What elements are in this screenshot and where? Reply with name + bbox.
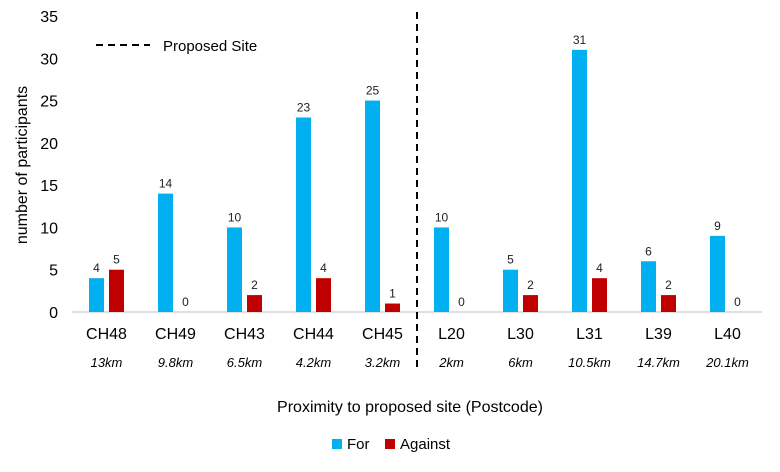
bar-for (572, 49, 587, 312)
x-tick-label: CH45 (362, 326, 403, 343)
x-axis-title: Proximity to proposed site (Postcode) (277, 399, 543, 416)
bar-for (641, 261, 656, 312)
distance-label: 14.7km (637, 355, 680, 370)
x-tick-label: L20 (438, 326, 465, 343)
legend: For Against (332, 436, 451, 453)
y-tick-label: 5 (49, 263, 58, 280)
y-axis-title: number of participants (14, 86, 31, 244)
x-tick-label: L40 (714, 326, 741, 343)
data-label-for: 25 (366, 84, 380, 98)
data-label-against: 0 (182, 295, 189, 309)
y-tick-label: 35 (40, 9, 58, 26)
x-tick-label: CH48 (86, 326, 127, 343)
bar-against (523, 295, 538, 312)
data-label-for: 5 (507, 253, 514, 267)
distance-label: 3.2km (365, 355, 401, 370)
distance-label: 20.1km (705, 355, 749, 370)
bar-against (109, 269, 124, 312)
y-tick-label: 15 (40, 178, 58, 195)
data-label-for: 31 (573, 33, 587, 47)
data-label-against: 1 (389, 287, 396, 301)
y-tick-label: 30 (40, 51, 58, 68)
bars (89, 49, 725, 312)
data-label-for: 9 (714, 219, 721, 233)
bar-for (89, 278, 104, 312)
x-tick-label: L39 (645, 326, 672, 343)
data-label-against: 2 (527, 278, 534, 292)
divider-legend-label: Proposed Site (163, 38, 257, 55)
bar-for (434, 227, 449, 312)
bar-for (503, 269, 518, 312)
x-tick-label: L31 (576, 326, 603, 343)
y-tick-label: 10 (40, 220, 58, 237)
bar-against (592, 278, 607, 312)
distance-label: 4.2km (296, 355, 332, 370)
bar-for (710, 235, 725, 312)
y-tick-label: 25 (40, 94, 58, 111)
data-label-for: 23 (297, 100, 311, 114)
distance-label: 6km (508, 355, 533, 370)
y-axis-ticks: 0 5 10 15 20 25 30 35 (40, 9, 58, 322)
bar-for (227, 227, 242, 312)
distance-label: 9.8km (158, 355, 194, 370)
bar-for (365, 100, 380, 312)
data-label-against: 4 (596, 261, 603, 275)
x-tick-label: CH43 (224, 326, 265, 343)
divider-legend: Proposed Site (96, 38, 257, 55)
data-label-for: 10 (435, 210, 449, 224)
data-label-for: 14 (159, 177, 173, 191)
bar-for (158, 193, 173, 312)
x-tick-label: L30 (507, 326, 534, 343)
legend-swatch-for (332, 439, 342, 449)
data-label-against: 0 (458, 295, 465, 309)
bar-for (296, 117, 311, 312)
x-axis-distance-labels: 13km 9.8km 6.5km 4.2km 3.2km 2km 6km 10.5km 14.7… (91, 355, 749, 370)
data-label-for: 10 (228, 210, 242, 224)
distance-label: 13km (91, 355, 123, 370)
distance-label: 6.5km (227, 355, 263, 370)
y-tick-label: 20 (40, 136, 58, 153)
bar-against (247, 295, 262, 312)
x-axis-category-labels: CH48 CH49 CH43 CH44 CH45 L20 L30 L31 L39 L40 (86, 326, 741, 343)
x-tick-label: CH49 (155, 326, 196, 343)
data-label-against: 4 (320, 261, 327, 275)
data-label-for: 6 (645, 244, 652, 258)
x-tick-label: CH44 (293, 326, 334, 343)
y-tick-label: 0 (49, 305, 58, 322)
distance-label: 10.5km (568, 355, 611, 370)
data-label-against: 0 (734, 295, 741, 309)
legend-label-against: Against (400, 436, 451, 453)
distance-label: 2km (438, 355, 464, 370)
bar-against (316, 278, 331, 312)
bar-against (385, 303, 400, 312)
bar-against (661, 295, 676, 312)
legend-swatch-against (385, 439, 395, 449)
data-label-for: 4 (93, 261, 100, 275)
data-label-against: 2 (665, 278, 672, 292)
legend-label-for: For (347, 436, 370, 453)
data-label-against: 5 (113, 253, 120, 267)
data-label-against: 2 (251, 278, 258, 292)
